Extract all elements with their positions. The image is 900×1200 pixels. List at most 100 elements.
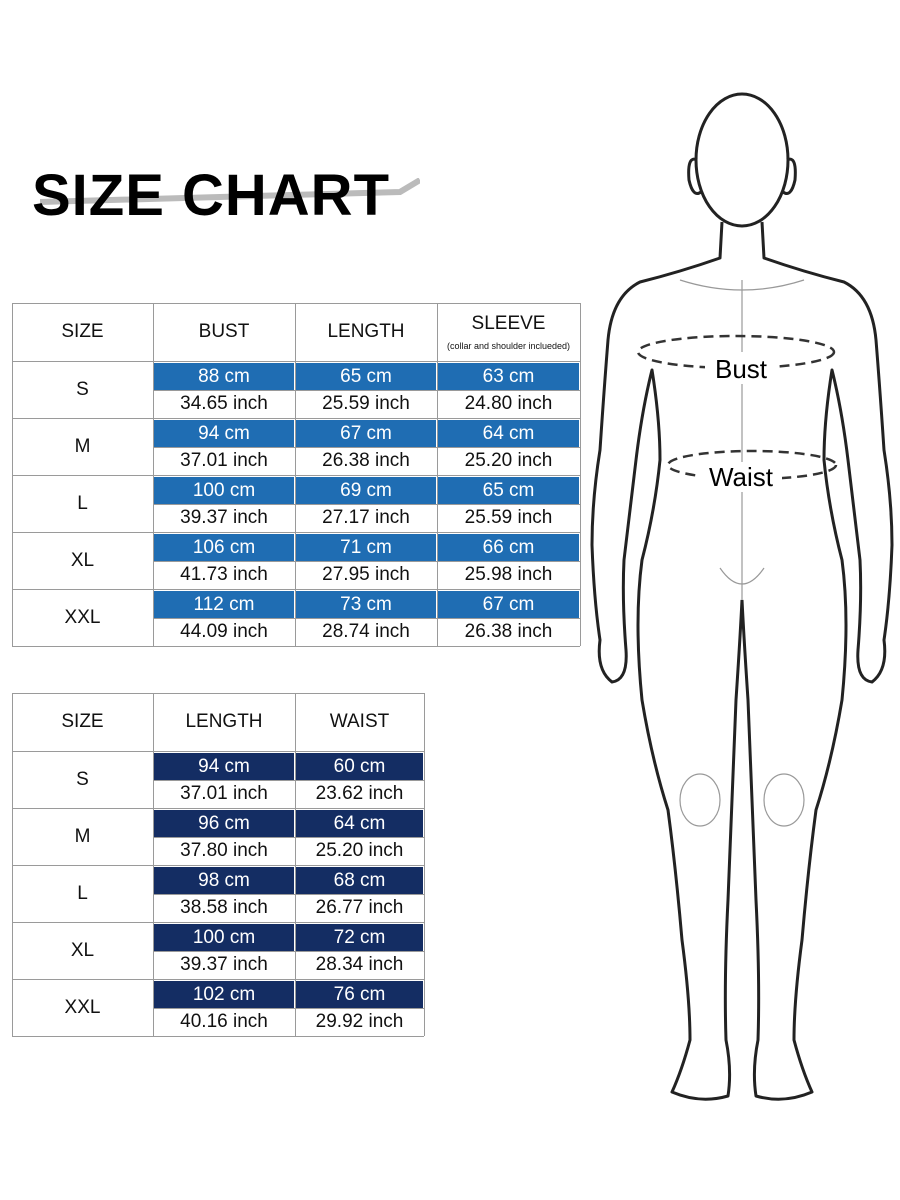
- cm-cell: 106 cm: [154, 534, 294, 561]
- inch-cell: 23.62 inch: [315, 783, 404, 804]
- row-line: [12, 475, 580, 476]
- title: SIZE CHART: [32, 163, 390, 228]
- col-line: [580, 303, 581, 646]
- cm-cell: 69 cm: [296, 477, 436, 504]
- cm-cell: 67 cm: [438, 591, 579, 618]
- size-cell: XXL: [64, 996, 101, 1018]
- inch-cell: 27.95 inch: [322, 564, 410, 585]
- cm-cell: 76 cm: [296, 981, 423, 1008]
- size-cell: M: [74, 825, 91, 847]
- mid-line: [153, 561, 580, 562]
- inch-cell: 39.37 inch: [180, 954, 268, 975]
- header-cell: SIZE: [12, 693, 153, 751]
- header-cell: LENGTH: [153, 693, 295, 751]
- cm-cell: 98 cm: [154, 867, 294, 894]
- row-line: [12, 865, 424, 866]
- waist-label: Waist: [709, 462, 774, 492]
- inch-cell: 40.16 inch: [180, 1011, 268, 1032]
- inch-cell: 38.58 inch: [180, 897, 268, 918]
- cm-cell: 65 cm: [438, 477, 579, 504]
- header-text: SIZE: [61, 321, 104, 342]
- header-cell: WAIST: [295, 693, 424, 751]
- inch-cell: 26.38 inch: [464, 621, 553, 642]
- cm-cell: 88 cm: [154, 363, 294, 390]
- header-cell: LENGTH: [295, 303, 437, 361]
- mid-line: [153, 618, 580, 619]
- size-cell: L: [77, 492, 88, 514]
- title-shadow: [40, 178, 420, 205]
- inch-cell: 26.77 inch: [315, 897, 404, 918]
- size-cell: S: [76, 768, 89, 790]
- size-cell: XXL: [64, 606, 101, 628]
- inch-cell: 37.80 inch: [180, 840, 268, 861]
- row-line: [12, 532, 580, 533]
- cm-cell: 112 cm: [154, 591, 294, 618]
- mid-line: [153, 837, 424, 838]
- cm-cell: 102 cm: [154, 981, 294, 1008]
- inch-cell: 44.09 inch: [180, 621, 268, 642]
- bust-label: Bust: [715, 354, 768, 384]
- cm-cell: 96 cm: [154, 810, 294, 837]
- inch-cell: 29.92 inch: [315, 1011, 404, 1032]
- size-cell: M: [74, 435, 91, 457]
- header-cell: BUST: [153, 303, 295, 361]
- cm-cell: 64 cm: [296, 810, 423, 837]
- border-bottom: [12, 1036, 424, 1037]
- cm-cell: 73 cm: [296, 591, 436, 618]
- cm-cell: 66 cm: [438, 534, 579, 561]
- inch-cell: 25.59 inch: [464, 507, 553, 528]
- mid-line: [153, 1008, 424, 1009]
- header-text: SLEEVE: [471, 313, 546, 334]
- mid-line: [153, 390, 580, 391]
- size-cell: XL: [70, 939, 95, 961]
- row-line: [12, 751, 424, 752]
- cm-cell: 100 cm: [154, 924, 294, 951]
- header-text: LENGTH: [185, 711, 263, 732]
- mid-line: [153, 894, 424, 895]
- cm-cell: 94 cm: [154, 420, 294, 447]
- cm-cell: 68 cm: [296, 867, 423, 894]
- col-line: [437, 303, 438, 646]
- inch-cell: 27.17 inch: [322, 507, 410, 528]
- mid-line: [153, 447, 580, 448]
- col-line: [12, 693, 13, 1036]
- col-line: [153, 303, 154, 646]
- size-cell: XL: [70, 549, 95, 571]
- col-line: [295, 693, 296, 1036]
- size-cell: S: [76, 378, 89, 400]
- mid-line: [153, 504, 580, 505]
- header-cell: SIZE: [12, 303, 153, 361]
- col-line: [12, 303, 13, 646]
- inch-cell: 25.59 inch: [322, 393, 410, 414]
- border-top: [12, 693, 424, 694]
- border-top: [12, 303, 580, 304]
- size-cell: L: [77, 882, 88, 904]
- cm-cell: 72 cm: [296, 924, 423, 951]
- cm-cell: 60 cm: [296, 753, 423, 780]
- inch-cell: 26.38 inch: [322, 450, 410, 471]
- mid-line: [153, 951, 424, 952]
- inch-cell: 37.01 inch: [180, 783, 268, 804]
- inch-cell: 24.80 inch: [464, 393, 553, 414]
- mid-line: [153, 780, 424, 781]
- row-line: [12, 418, 580, 419]
- inch-cell: 25.20 inch: [464, 450, 553, 471]
- cm-cell: 71 cm: [296, 534, 436, 561]
- header-text: WAIST: [329, 711, 390, 732]
- inch-cell: 34.65 inch: [180, 393, 268, 414]
- inch-cell: 25.98 inch: [464, 564, 553, 585]
- header-text: BUST: [198, 321, 250, 342]
- col-line: [424, 693, 425, 1036]
- inch-cell: 25.20 inch: [315, 840, 404, 861]
- border-bottom: [12, 646, 580, 647]
- inch-cell: 41.73 inch: [180, 564, 268, 585]
- row-line: [12, 979, 424, 980]
- cm-cell: 94 cm: [154, 753, 294, 780]
- cm-cell: 63 cm: [438, 363, 579, 390]
- sleeve-note: (collar and shoulder inclueded): [446, 341, 571, 351]
- inch-cell: 28.74 inch: [322, 621, 410, 642]
- header-text: SIZE: [61, 711, 104, 732]
- cm-cell: 67 cm: [296, 420, 436, 447]
- inch-cell: 28.34 inch: [315, 954, 404, 975]
- header-cell: SLEEVE (collar and shoulder inclueded): [437, 303, 580, 361]
